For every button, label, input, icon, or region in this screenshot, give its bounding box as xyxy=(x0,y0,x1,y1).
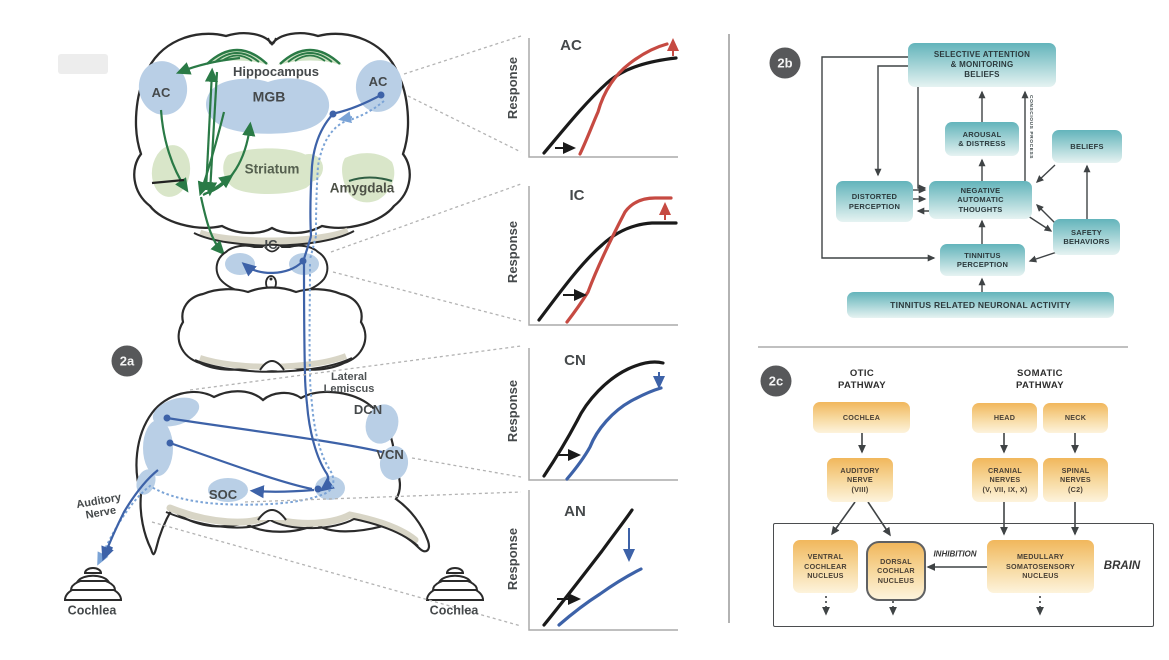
edge-label-conscious-process: CONSCIOUS PROCESS xyxy=(1028,95,1033,160)
box-cranial-nerves: CRANIAL NERVES (V, VII, IX, X) xyxy=(972,458,1038,502)
cochlea-left-drawing xyxy=(63,567,123,601)
panel-badge-2a: 2a xyxy=(111,345,143,377)
brain-boundary-box xyxy=(773,523,1154,627)
response-graphs xyxy=(528,38,679,631)
brainstem-medulla-section xyxy=(135,390,430,556)
box-negative-automatic-thoughts: NEGATIVE AUTOMATIC THOUGHTS xyxy=(929,181,1032,219)
box-medullary-somatosensory-nucleus: MEDULLARY SOMATOSENSORY NUCLEUS xyxy=(987,540,1094,593)
graph-ic xyxy=(528,186,678,326)
box-selective-attention: SELECTIVE ATTENTION & MONITORING BELIEFS xyxy=(908,43,1056,87)
box-neck: NECK xyxy=(1043,403,1108,433)
panel-badge-2b: 2b xyxy=(769,47,801,79)
box-tinnitus-neuronal-activity: TINNITUS RELATED NEURONAL ACTIVITY xyxy=(847,292,1114,318)
box-spinal-nerves: SPINAL NERVES (C2) xyxy=(1043,458,1108,502)
limbic-pathway-arrows xyxy=(151,56,256,256)
box-auditory-nerve: AUDITORY NERVE (VIII) xyxy=(827,458,893,502)
auditory-pathway-lines xyxy=(97,91,385,566)
cochlea-right-drawing xyxy=(425,567,485,601)
panel-badge-2c: 2c xyxy=(760,365,792,397)
graph-cn xyxy=(528,348,678,481)
box-cochlea: COCHLEA xyxy=(813,402,910,433)
box-arousal-distress: AROUSAL & DISTRESS xyxy=(945,122,1019,156)
flowchart-2c-arrows xyxy=(822,433,1079,616)
graph-ac xyxy=(528,38,679,158)
pons-section xyxy=(177,286,367,373)
box-beliefs: BELIEFS xyxy=(1052,130,1122,163)
zoom-connector-lines xyxy=(151,35,522,627)
scan-artifact xyxy=(58,54,108,74)
box-distorted-perception: DISTORTED PERCEPTION xyxy=(836,181,913,222)
box-dorsal-cochlear-nucleus: DORSAL COCHLAR NUCLEUS xyxy=(866,541,926,601)
box-tinnitus-perception: TINNITUS PERCEPTION xyxy=(940,244,1025,276)
box-safety-behaviors: SAFETY BEHAVIORS xyxy=(1053,219,1120,255)
graph-an xyxy=(528,490,678,631)
box-head: HEAD xyxy=(972,403,1037,433)
box-ventral-cochlear-nucleus: VENTRAL COCHLEAR NUCLEUS xyxy=(793,540,858,593)
flowchart-2b-arrows xyxy=(821,56,1091,292)
